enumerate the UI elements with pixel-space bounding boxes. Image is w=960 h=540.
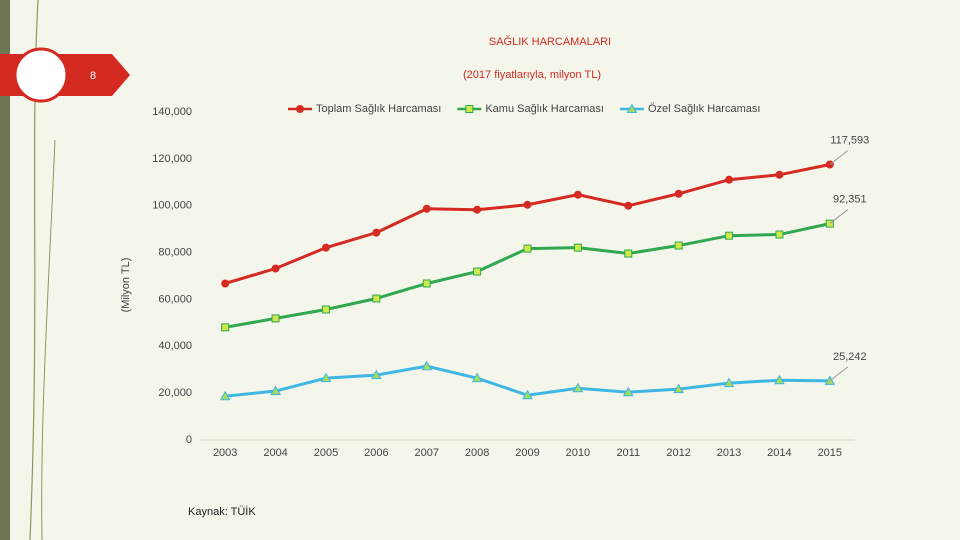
data-point [673, 383, 685, 394]
y-tick-label: 140,000 [152, 106, 192, 118]
data-point [473, 267, 482, 276]
data-point [473, 205, 482, 214]
data-point [723, 377, 735, 388]
source: Kaynak: TÜİK [188, 505, 256, 518]
chart-subtitle: (2017 fiyatlarıyla, milyon TL) [463, 69, 601, 81]
data-point [674, 241, 683, 250]
data-point [572, 382, 584, 393]
data-point [674, 189, 683, 198]
data-point [725, 231, 734, 240]
label-leader [829, 150, 849, 165]
data-point [624, 201, 633, 210]
left-strip [0, 0, 10, 540]
data-point [422, 204, 431, 213]
data-point [221, 323, 230, 332]
x-tick-label: 2008 [465, 447, 489, 459]
x-tick-label: 2014 [767, 447, 791, 459]
data-point [775, 230, 784, 239]
data-point [271, 264, 280, 273]
data-point [372, 294, 381, 303]
y-tick-label: 0 [186, 434, 192, 446]
slide-number: 8 [90, 70, 96, 82]
legend-label: Kamu Sağlık Harcaması [485, 103, 604, 115]
x-tick-label: 2011 [616, 447, 640, 459]
y-tick-label: 120,000 [152, 153, 192, 165]
legend-label: Toplam Sağlık Harcaması [316, 103, 441, 115]
data-point [725, 175, 734, 184]
y-tick-label: 40,000 [158, 340, 192, 352]
data-point [321, 305, 330, 314]
data-point [775, 170, 784, 179]
chart-title: SAĞLIK HARCAMALARI [489, 35, 611, 48]
data-point [523, 200, 532, 209]
x-tick-label: 2006 [364, 447, 388, 459]
data-label: 25,242 [833, 351, 867, 363]
data-point [320, 372, 332, 383]
x-tick-label: 2004 [263, 447, 287, 459]
data-point [624, 249, 633, 258]
x-tick-label: 2005 [314, 447, 338, 459]
x-tick-label: 2012 [666, 447, 690, 459]
data-label: 92,351 [833, 194, 867, 206]
x-tick-label: 2007 [414, 447, 438, 459]
y-axis-label: (Milyon TL) [120, 258, 132, 313]
legend-label: Özel Sağlık Harcaması [648, 103, 760, 115]
data-point [573, 243, 582, 252]
y-tick-label: 20,000 [158, 387, 192, 399]
decor-line [41, 139, 56, 540]
data-point [370, 369, 382, 380]
data-point [221, 279, 230, 288]
label-leader [829, 209, 849, 225]
data-point [372, 228, 381, 237]
x-tick-label: 2013 [717, 447, 741, 459]
label-leader [829, 366, 849, 382]
data-point [522, 389, 533, 400]
data-point [421, 360, 433, 371]
legend-marker [626, 103, 638, 113]
x-tick-label: 2010 [566, 447, 590, 459]
data-point [270, 385, 281, 396]
data-point [422, 279, 431, 288]
x-tick-label: 2003 [213, 447, 237, 459]
legend-marker [296, 105, 304, 113]
data-point [219, 390, 231, 401]
x-tick-label: 2009 [515, 447, 539, 459]
y-tick-label: 100,000 [152, 200, 192, 212]
legend-marker [465, 105, 474, 113]
data-point [271, 314, 280, 323]
y-tick-label: 60,000 [158, 293, 192, 305]
data-point [471, 372, 483, 383]
data-point [622, 386, 634, 397]
data-label: 117,593 [830, 134, 869, 146]
data-point [321, 243, 330, 252]
logo [13, 47, 69, 103]
x-tick-label: 2015 [818, 447, 842, 459]
data-point [774, 374, 785, 385]
y-tick-label: 80,000 [158, 246, 192, 258]
data-point [523, 244, 532, 253]
data-point [573, 190, 582, 199]
